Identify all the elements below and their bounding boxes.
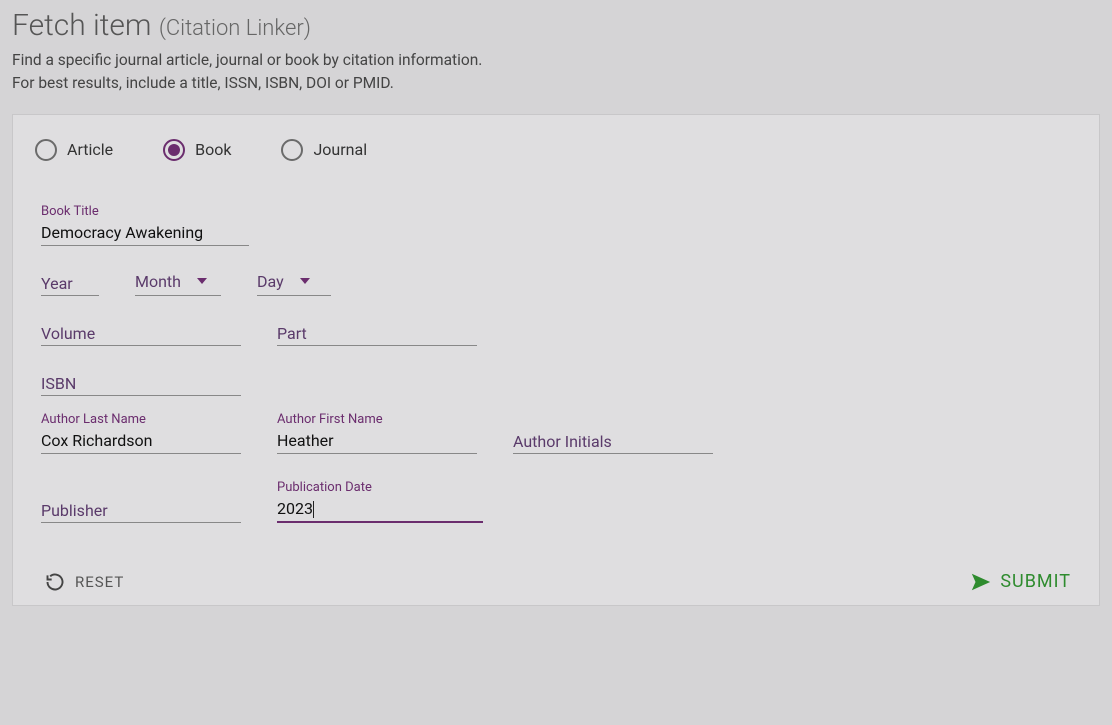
chevron-down-icon — [300, 278, 310, 284]
label-book-title: Book Title — [41, 204, 249, 219]
page-subtitle: (Citation Linker) — [159, 16, 311, 41]
input-pub-date[interactable]: 2023 — [277, 497, 483, 523]
radio-book[interactable]: Book — [163, 139, 231, 161]
input-author-first[interactable]: Heather — [277, 429, 477, 454]
type-radio-group: Article Book Journal — [13, 115, 1099, 186]
page-title: Fetch item (Citation Linker) — [12, 8, 1100, 43]
input-book-title[interactable]: Democracy Awakening — [41, 221, 249, 246]
intro-line-2: For best results, include a title, ISSN,… — [12, 72, 1100, 95]
citation-form-panel: Article Book Journal Book Title Democrac… — [12, 114, 1100, 606]
radio-icon — [281, 139, 303, 161]
radio-article[interactable]: Article — [35, 139, 113, 161]
radio-journal-label: Journal — [313, 140, 367, 159]
input-volume[interactable]: Volume — [41, 322, 241, 346]
dropdown-month[interactable]: Month — [135, 272, 221, 296]
field-volume[interactable]: Volume — [41, 322, 241, 346]
field-day[interactable]: Day — [257, 272, 331, 296]
field-book-title[interactable]: Book Title Democracy Awakening — [41, 204, 249, 246]
input-isbn[interactable]: ISBN — [41, 372, 241, 396]
field-month[interactable]: Month — [135, 272, 221, 296]
radio-icon — [163, 139, 185, 161]
field-author-initials[interactable]: Author Initials — [513, 430, 713, 454]
submit-button[interactable]: SUBMIT — [970, 571, 1071, 593]
label-author-first: Author First Name — [277, 412, 477, 427]
field-part[interactable]: Part — [277, 322, 477, 346]
field-pub-date[interactable]: Publication Date 2023 — [277, 480, 483, 523]
field-isbn[interactable]: ISBN — [41, 372, 241, 396]
input-publisher[interactable]: Publisher — [41, 499, 241, 523]
radio-article-label: Article — [67, 140, 113, 159]
form-footer: RESET SUBMIT — [13, 547, 1099, 605]
reset-button[interactable]: RESET — [45, 572, 124, 592]
input-part[interactable]: Part — [277, 322, 477, 346]
radio-icon — [35, 139, 57, 161]
submit-label: SUBMIT — [1000, 571, 1071, 592]
text-cursor — [313, 501, 314, 518]
input-pub-date-value: 2023 — [277, 499, 313, 518]
input-year[interactable]: Year — [41, 272, 99, 296]
send-icon — [970, 571, 992, 593]
reset-label: RESET — [75, 573, 124, 591]
form-fields: Book Title Democracy Awakening Year Mont… — [13, 186, 1099, 547]
field-author-first[interactable]: Author First Name Heather — [277, 412, 477, 454]
page-title-text: Fetch item — [12, 8, 152, 43]
refresh-icon — [45, 572, 65, 592]
label-day: Day — [257, 272, 284, 291]
label-author-last: Author Last Name — [41, 412, 241, 427]
label-pub-date: Publication Date — [277, 480, 483, 495]
intro-text: Find a specific journal article, journal… — [12, 49, 1100, 96]
field-author-last[interactable]: Author Last Name Cox Richardson — [41, 412, 241, 454]
label-month: Month — [135, 272, 181, 291]
field-publisher[interactable]: Publisher — [41, 499, 241, 523]
input-author-initials[interactable]: Author Initials — [513, 430, 713, 454]
field-year[interactable]: Year — [41, 272, 99, 296]
chevron-down-icon — [197, 278, 207, 284]
intro-line-1: Find a specific journal article, journal… — [12, 49, 1100, 72]
input-author-last[interactable]: Cox Richardson — [41, 429, 241, 454]
radio-book-label: Book — [195, 140, 231, 159]
radio-journal[interactable]: Journal — [281, 139, 367, 161]
dropdown-day[interactable]: Day — [257, 272, 331, 296]
